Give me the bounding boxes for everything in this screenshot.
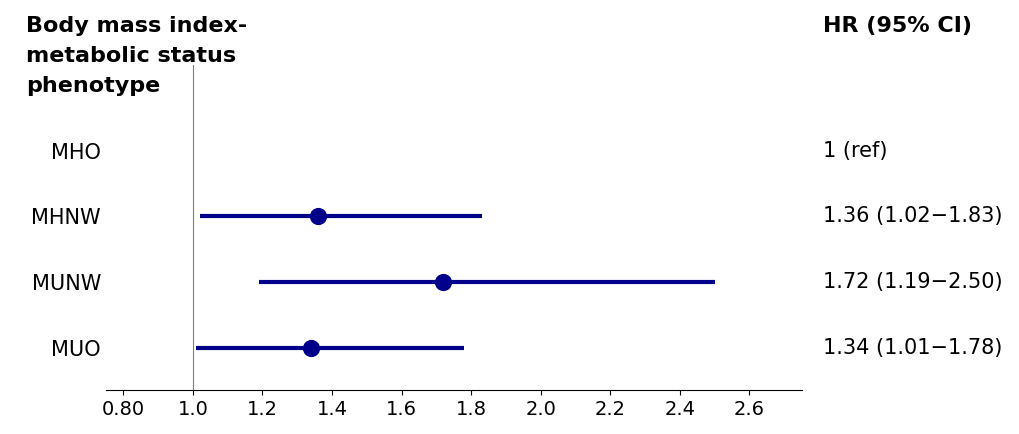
Point (435, 279, 451, 286)
Text: 1.34 (1.01−1.78): 1.34 (1.01−1.78) (821, 338, 1001, 358)
Text: 1.36 (1.02−1.83): 1.36 (1.02−1.83) (821, 206, 1001, 226)
Text: HR (95% CI): HR (95% CI) (821, 16, 970, 36)
Text: 1 (ref): 1 (ref) (821, 141, 887, 161)
Text: Body mass index-
metabolic status
phenotype: Body mass index- metabolic status phenot… (25, 16, 247, 95)
Point (303, 344, 319, 351)
Text: 1.72 (1.19−2.50): 1.72 (1.19−2.50) (821, 272, 1002, 292)
Point (310, 213, 326, 220)
